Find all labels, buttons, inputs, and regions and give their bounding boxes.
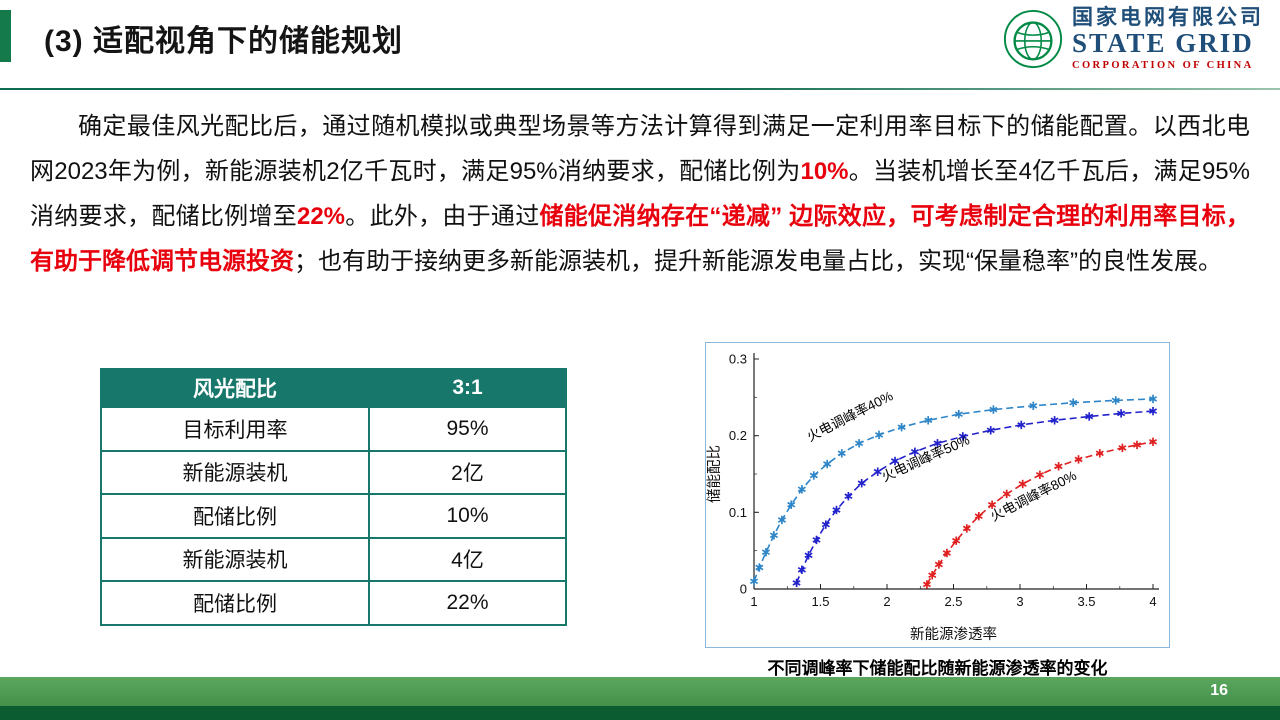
header-divider bbox=[0, 88, 1280, 90]
page-title: (3) 适配视角下的储能规划 bbox=[44, 25, 403, 58]
logo-company-name-en: STATE GRID bbox=[1072, 28, 1254, 59]
svg-text:1.5: 1.5 bbox=[811, 594, 829, 609]
svg-text:3: 3 bbox=[1016, 594, 1023, 609]
logo-text: 国家电网有限公司 STATE GRID CORPORATION OF CHINA bbox=[1072, 6, 1264, 71]
svg-text:0.1: 0.1 bbox=[729, 505, 747, 520]
text-segment: ；也有助于接纳更多新能源装机，提升新能源发电量占比，实现“保量稳率”的良性发展。 bbox=[294, 248, 1222, 275]
svg-text:0.3: 0.3 bbox=[729, 352, 747, 367]
svg-text:1: 1 bbox=[750, 594, 757, 609]
footer-stripe bbox=[0, 706, 1280, 720]
state-grid-logo-icon bbox=[1003, 9, 1063, 68]
logo-company-subtitle-en: CORPORATION OF CHINA bbox=[1072, 59, 1254, 71]
storage-config-table: 风光配比 3:1 目标利用率 95% 新能源装机 2亿 配储比例 10% 新能源装机 4亿 配储比例… bbox=[100, 368, 567, 626]
svg-text:0: 0 bbox=[740, 582, 747, 597]
table-cell: 10% bbox=[368, 493, 567, 539]
title-accent-bar bbox=[0, 10, 11, 62]
highlighted-text-segment: 储能促消纳存在“递减” 边际效应，可考虑制定合理的利用率目标，有助于降低调节电源… bbox=[30, 203, 1251, 275]
table-row: 新能源装机 2亿 bbox=[100, 449, 567, 495]
table-cell: 95% bbox=[368, 406, 567, 452]
highlighted-text-segment: 22% bbox=[296, 203, 346, 230]
svg-text:0.2: 0.2 bbox=[729, 428, 747, 443]
text-segment: 。此外，由于通过 bbox=[345, 203, 540, 230]
svg-text:火电调峰率50%: 火电调峰率50% bbox=[879, 431, 972, 484]
table-cell: 22% bbox=[368, 580, 567, 626]
logo-company-name-cn: 国家电网有限公司 bbox=[1072, 6, 1264, 29]
table-row: 配储比例 22% bbox=[100, 580, 567, 626]
chart-panel: 1 1.5 2 2.5 3 3.5 4 0 0.1 0.2 0.3 火电调峰率40% 火电调峰率50% 火… bbox=[705, 342, 1170, 648]
highlighted-text-segment: 10% bbox=[800, 158, 849, 185]
body-paragraph: 确定最佳风光配比后，通过随机模拟或典型场景等方法计算得到满足一定利用率目标下的储… bbox=[30, 104, 1250, 284]
svg-text:火电调峰率80%: 火电调峰率80% bbox=[987, 467, 1078, 524]
storage-ratio-chart: 1 1.5 2 2.5 3 3.5 400.10.20.3火电调峰率40%火电调峰率50%火… bbox=[706, 352, 1159, 643]
table-header-row: 风光配比 3:1 bbox=[100, 368, 567, 408]
table-header-cell: 风光配比 bbox=[100, 368, 370, 408]
svg-text:2: 2 bbox=[883, 594, 890, 609]
table-cell: 配储比例 bbox=[100, 580, 370, 626]
text-segment: 。当装机增长至4亿千瓦后，满足95%消纳要求，配储比例增至 bbox=[30, 158, 1250, 230]
svg-text:储能配比: 储能配比 bbox=[706, 445, 723, 503]
table-cell: 2亿 bbox=[368, 449, 567, 495]
table-header-cell: 3:1 bbox=[368, 368, 567, 408]
page-number: 16 bbox=[1210, 682, 1228, 699]
table-cell: 新能源装机 bbox=[100, 536, 370, 582]
chart-caption: 不同调峰率下储能配比随新能源渗透率的变化 bbox=[767, 659, 1108, 678]
table-cell: 目标利用率 bbox=[100, 406, 370, 452]
state-grid-logo: 国家电网有限公司 STATE GRID CORPORATION OF CHINA bbox=[1002, 6, 1264, 71]
footer-bar: 16 bbox=[0, 677, 1280, 706]
svg-text:3.5: 3.5 bbox=[1077, 594, 1095, 609]
table-cell: 配储比例 bbox=[100, 493, 370, 539]
text-segment: 确定最佳风光配比后，通过随机模拟或典型场景等方法计算得到满足一定利用率目标下的储… bbox=[30, 113, 1250, 185]
table-row: 配储比例 10% bbox=[100, 493, 567, 539]
table-row: 新能源装机 4亿 bbox=[100, 536, 567, 582]
table-cell: 4亿 bbox=[368, 536, 567, 582]
table-cell: 新能源装机 bbox=[100, 449, 370, 495]
svg-text:新能源渗透率: 新能源渗透率 bbox=[910, 626, 997, 643]
svg-text:2.5: 2.5 bbox=[944, 594, 962, 609]
svg-text:4: 4 bbox=[1149, 594, 1156, 609]
table-row: 目标利用率 95% bbox=[100, 406, 567, 452]
